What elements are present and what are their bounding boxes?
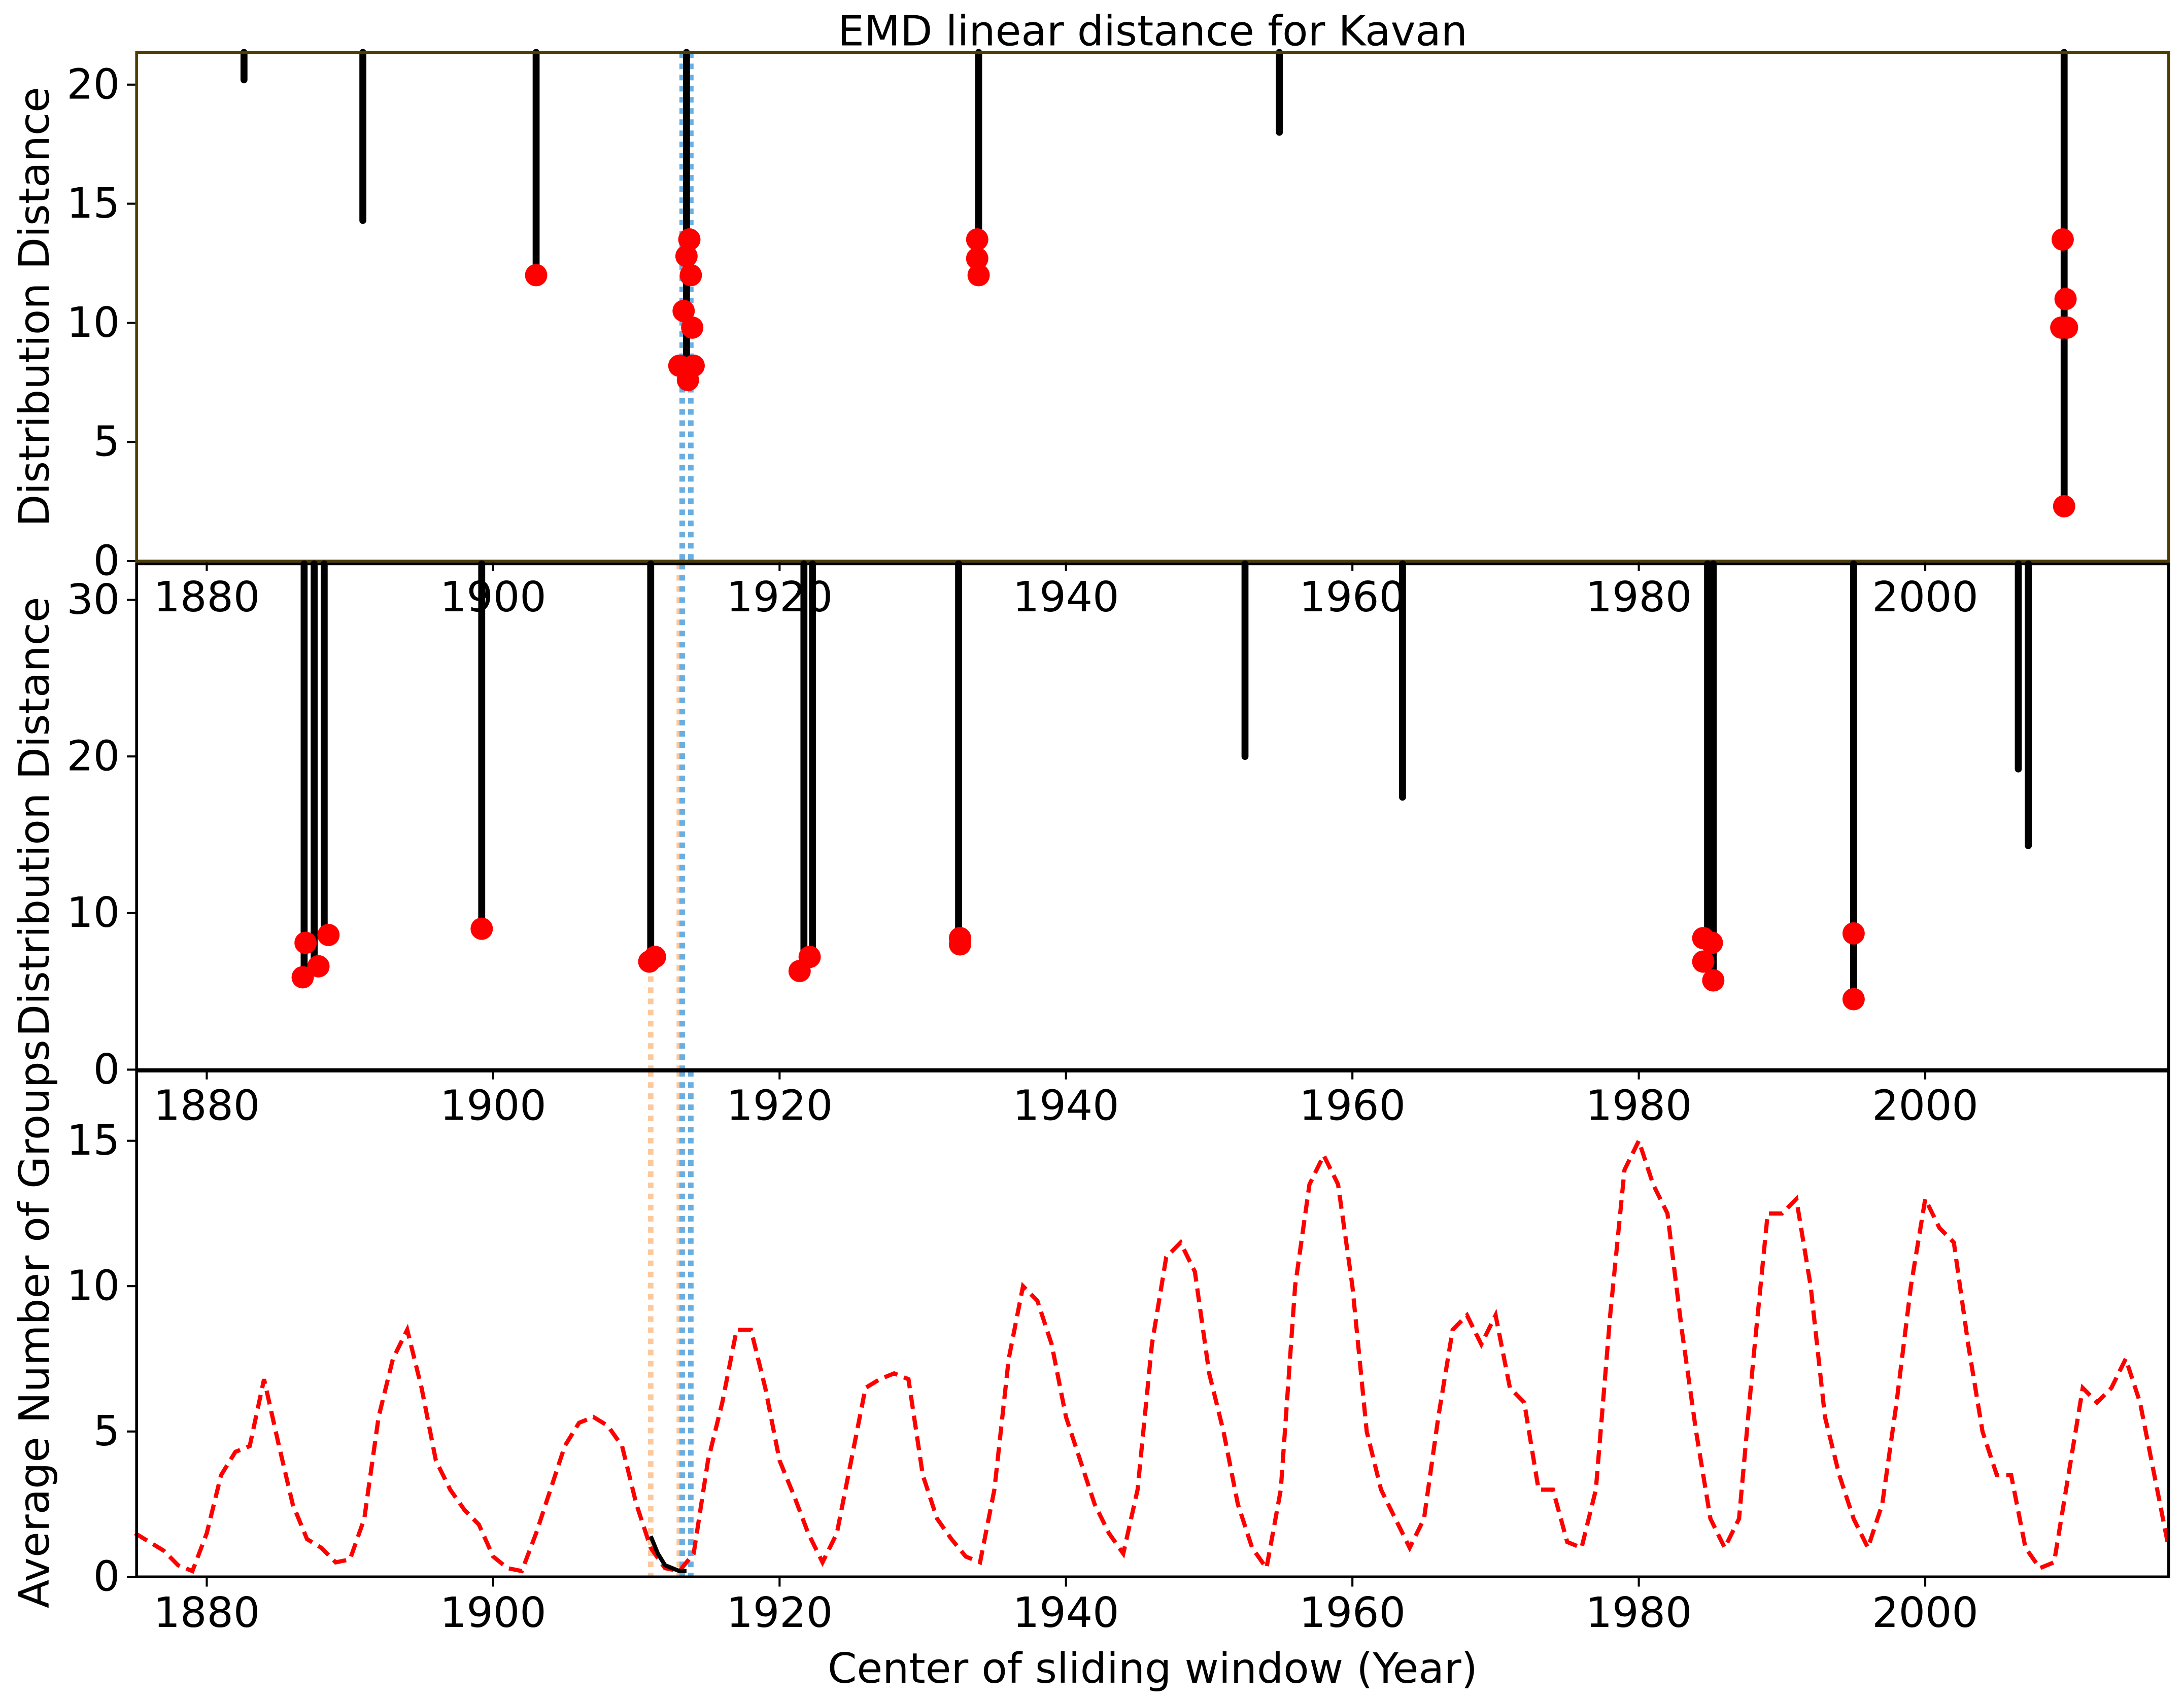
point xyxy=(679,264,702,287)
y-tick-label: 10 xyxy=(66,1262,120,1310)
x-tick-label: 1900 xyxy=(440,573,547,621)
x-tick-label: 1920 xyxy=(726,1589,833,1637)
point xyxy=(525,264,548,287)
x-tick-label: 1880 xyxy=(154,573,260,621)
point xyxy=(643,946,666,968)
plot-frame xyxy=(135,562,2170,1071)
x-tick-label: 1960 xyxy=(1299,573,1406,621)
line xyxy=(649,1535,687,1573)
x-tick-label: 1880 xyxy=(154,1082,260,1130)
point xyxy=(1702,969,1725,992)
y-tick-label: 5 xyxy=(93,1407,120,1455)
point xyxy=(470,917,493,940)
point xyxy=(1842,988,1865,1011)
x-tick-label: 1940 xyxy=(1013,1082,1119,1130)
chart-title: EMD linear distance for Kavan xyxy=(838,8,1468,56)
point xyxy=(1842,922,1865,945)
point xyxy=(2053,495,2075,517)
x-tick-label: 2000 xyxy=(1872,573,1978,621)
x-tick-label: 1880 xyxy=(154,1589,260,1637)
x-tick-label: 2000 xyxy=(1872,1082,1978,1130)
y-tick-label: 10 xyxy=(66,299,120,347)
y-tick-label: 5 xyxy=(93,418,120,466)
y-tick-label: 15 xyxy=(66,180,120,228)
line xyxy=(134,1135,2171,1574)
point xyxy=(294,931,317,954)
point xyxy=(798,946,821,968)
y-tick-label: 20 xyxy=(66,60,120,109)
point xyxy=(2054,288,2077,310)
point xyxy=(307,955,330,978)
y-tick-label: 15 xyxy=(66,1117,120,1165)
x-tick-label: 1940 xyxy=(1013,573,1119,621)
point xyxy=(676,369,699,392)
x-tick-label: 1980 xyxy=(1586,573,1692,621)
point xyxy=(967,264,990,287)
x-tick-label: 1960 xyxy=(1299,1589,1406,1637)
y-tick-label: 0 xyxy=(93,537,120,585)
point xyxy=(1700,931,1723,954)
point xyxy=(2056,316,2078,339)
point xyxy=(317,924,340,946)
y-tick-label: 0 xyxy=(93,1553,120,1601)
x-tick-label: 1900 xyxy=(440,1589,547,1637)
y-axis-label: Distribution Distance xyxy=(11,87,59,527)
point xyxy=(291,966,314,989)
point xyxy=(966,247,988,270)
x-tick-label: 1920 xyxy=(726,573,833,621)
y-tick-label: 10 xyxy=(66,889,120,937)
x-tick-label: 1920 xyxy=(726,1082,833,1130)
point xyxy=(966,228,988,251)
y-tick-label: 0 xyxy=(93,1046,120,1094)
y-tick-label: 30 xyxy=(66,576,120,624)
y-tick-label: 20 xyxy=(66,733,120,781)
x-axis-label: Center of sliding window (Year) xyxy=(828,1645,1478,1693)
point xyxy=(675,245,698,267)
x-tick-label: 1900 xyxy=(440,1082,547,1130)
y-axis-label: Average Number of Groups xyxy=(11,1039,59,1608)
point xyxy=(681,316,704,339)
x-tick-label: 1980 xyxy=(1586,1082,1692,1130)
point xyxy=(2051,228,2074,251)
x-tick-label: 1980 xyxy=(1586,1589,1692,1637)
x-tick-label: 2000 xyxy=(1872,1589,1978,1637)
plot-frame xyxy=(135,1069,2170,1578)
y-axis-label: Distribution Distance xyxy=(11,597,59,1036)
x-tick-label: 1940 xyxy=(1013,1589,1119,1637)
point xyxy=(1692,950,1715,973)
point xyxy=(672,299,695,322)
x-tick-label: 1960 xyxy=(1299,1082,1406,1130)
point xyxy=(948,933,971,956)
point xyxy=(678,228,701,251)
plot-frame xyxy=(135,51,2170,563)
